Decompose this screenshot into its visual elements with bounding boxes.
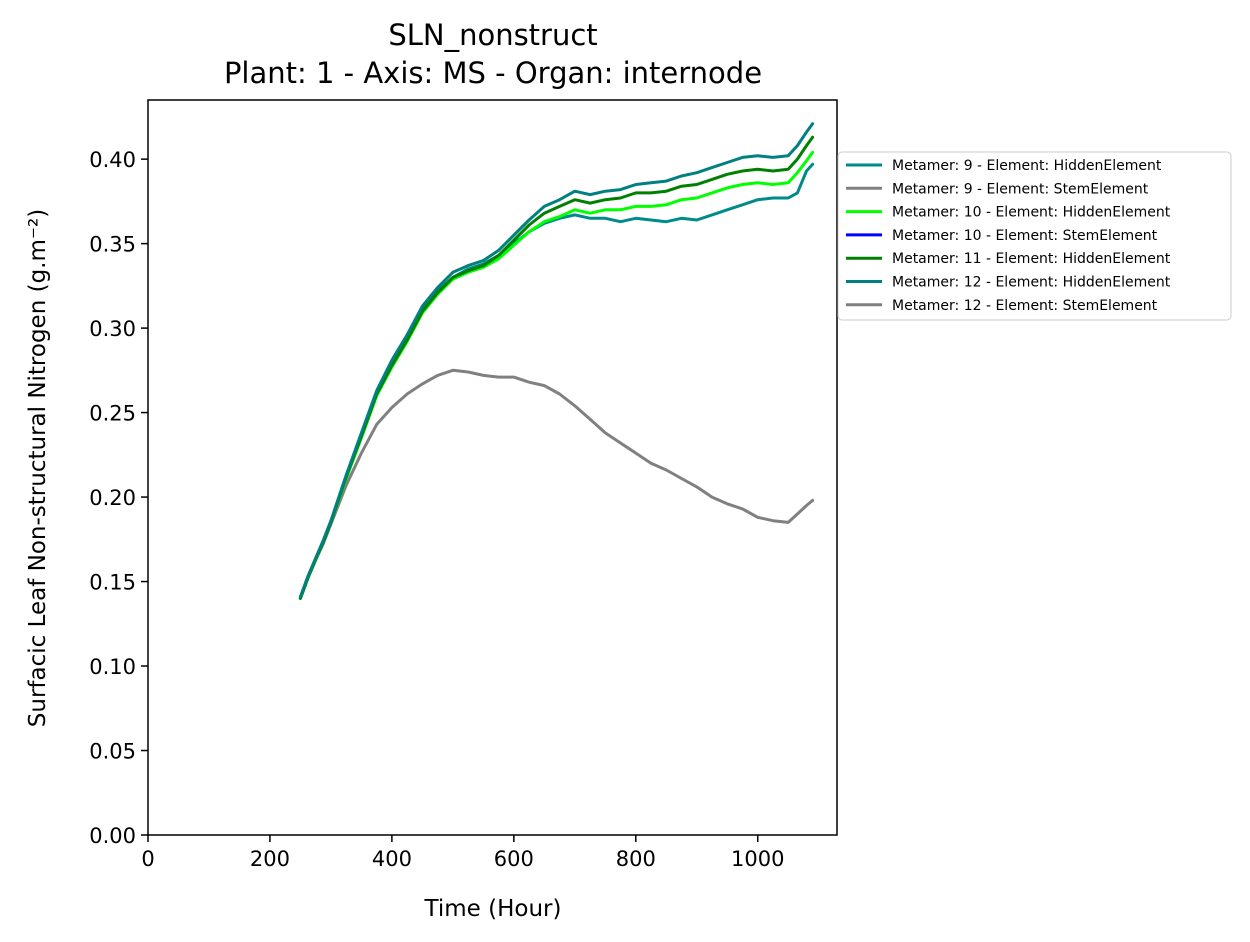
- x-tick-label: 0: [141, 847, 154, 871]
- legend-frame: [837, 151, 1232, 321]
- x-tick-label: 1000: [731, 847, 784, 871]
- x-tick-label: 200: [250, 847, 290, 871]
- y-tick-label: 0.25: [89, 402, 136, 426]
- y-tick-label: 0.00: [89, 824, 136, 848]
- chart-subtitle: Plant: 1 - Axis: MS - Organ: internode: [224, 56, 762, 90]
- y-tick-label: 0.30: [89, 317, 136, 341]
- series-line-1: [298, 162, 815, 600]
- legend-label-5: Metamer: 11 - Element: HiddenElement: [892, 251, 1171, 267]
- legend-label-6: Metamer: 12 - Element: HiddenElement: [892, 275, 1171, 291]
- y-tick-label: 0.40: [89, 148, 136, 172]
- chart-title: SLN_nonstruct: [388, 18, 597, 52]
- y-tick-label: 0.05: [89, 740, 136, 764]
- series-line-2: [298, 368, 815, 600]
- legend-label-7: Metamer: 12 - Element: StemElement: [892, 298, 1158, 314]
- axes-frame: [147, 99, 838, 836]
- x-axis-label: Time (Hour): [424, 896, 562, 922]
- legend-label-1: Metamer: 9 - Element: HiddenElement: [892, 158, 1162, 174]
- y-tick-label: 0.35: [89, 233, 136, 257]
- x-tick-label: 400: [372, 847, 412, 871]
- legend-label-3: Metamer: 10 - Element: HiddenElement: [892, 205, 1171, 221]
- y-axis-label: Surfacic Leaf Non-structural Nitrogen (g…: [25, 209, 51, 727]
- y-tick-label: 0.15: [89, 571, 136, 595]
- legend-label-2: Metamer: 9 - Element: StemElement: [892, 181, 1149, 197]
- legend: Metamer: 9 - Element: HiddenElement Metam…: [837, 151, 1232, 321]
- y-tick-label: 0.20: [89, 486, 136, 510]
- series-line-6: [298, 122, 815, 599]
- x-tick-label: 600: [494, 847, 534, 871]
- x-tick-label: 800: [616, 847, 656, 871]
- y-tick-label: 0.10: [89, 655, 136, 679]
- plot-area: 0 200 400 600 800 1000 0.00 0.05 0.10 0.15 0.20 0.2…: [89, 99, 838, 871]
- legend-label-4: Metamer: 10 - Element: StemElement: [892, 228, 1158, 244]
